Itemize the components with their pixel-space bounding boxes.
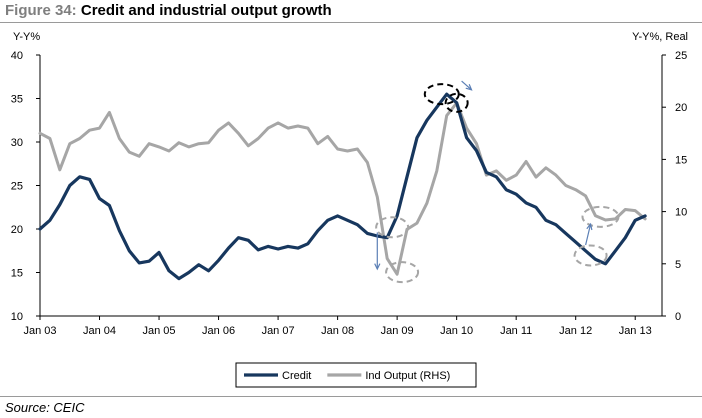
- arrow-head: [465, 84, 473, 91]
- left-tick-label: 15: [11, 268, 23, 280]
- right-axis-title: Y-Y%, Real: [632, 31, 688, 43]
- legend-label: Credit: [282, 370, 311, 382]
- arrow-head: [374, 263, 381, 271]
- left-tick-label: 20: [11, 224, 23, 236]
- dashed-ellipse-annotation: [444, 92, 469, 113]
- dashed-ellipse-annotation: [423, 83, 460, 106]
- dashed-ellipse-annotation: [385, 261, 420, 284]
- left-tick-label: 30: [11, 137, 23, 149]
- arrow-head: [586, 222, 593, 231]
- source-note: Source: CEIC: [5, 400, 85, 415]
- figure-title-text: Credit and industrial output growth: [80, 2, 332, 19]
- x-tick-label: Jan 04: [83, 325, 116, 337]
- right-tick-label: 5: [675, 259, 681, 271]
- left-axis-title: Y-Y%: [13, 31, 40, 43]
- dashed-ellipse-annotation: [573, 244, 608, 267]
- dashed-ellipse-annotation: [581, 205, 620, 228]
- source-divider: [0, 396, 702, 397]
- right-tick-label: 20: [675, 102, 687, 114]
- right-tick-label: 25: [675, 50, 687, 62]
- left-tick-label: 10: [11, 311, 23, 323]
- series-line-ind-output-rhs: [38, 101, 647, 276]
- annotations: [374, 80, 620, 284]
- dashed-ellipse-annotation: [375, 216, 410, 239]
- figure-number: Figure 34:: [5, 2, 77, 19]
- left-tick-label: 25: [11, 181, 23, 193]
- arrow-annotation: [585, 223, 592, 246]
- x-tick-label: Jan 10: [440, 325, 473, 337]
- right-tick-label: 10: [675, 207, 687, 219]
- x-tick-label: Jan 06: [202, 325, 235, 337]
- legend: Credit Ind Output (RHS): [235, 362, 477, 388]
- x-tick-label: Jan 11: [500, 325, 532, 337]
- series-lines: [38, 92, 647, 281]
- x-tick-label: Jan 12: [559, 325, 592, 337]
- axes: 10 15 20 25 30 35 40 0 5 10 15 20 25 Jan 03 Jan 04 Jan …: [11, 50, 688, 337]
- right-tick-label: 15: [675, 154, 687, 166]
- x-tick-label: Jan 07: [262, 325, 295, 337]
- x-tick-label: Jan 08: [321, 325, 354, 337]
- series-line-credit: [38, 92, 647, 281]
- figure-title: Figure 34: Credit and industrial output …: [5, 2, 332, 19]
- title-divider: [0, 22, 702, 23]
- arrow-annotation: [461, 80, 472, 91]
- left-tick-label: 40: [11, 50, 23, 62]
- x-tick-label: Jan 05: [143, 325, 176, 337]
- x-tick-label: Jan 09: [381, 325, 414, 337]
- left-tick-label: 35: [11, 94, 23, 106]
- line-chart: Y-Y% Y-Y%, Real 10 15 20 25 30 35 40 0 5 10 15 20 25…: [11, 31, 688, 388]
- x-tick-label: Jan 03: [23, 325, 56, 337]
- x-tick-label: Jan 13: [619, 325, 652, 337]
- right-tick-label: 0: [675, 311, 681, 323]
- legend-label: Ind Output (RHS): [365, 370, 450, 382]
